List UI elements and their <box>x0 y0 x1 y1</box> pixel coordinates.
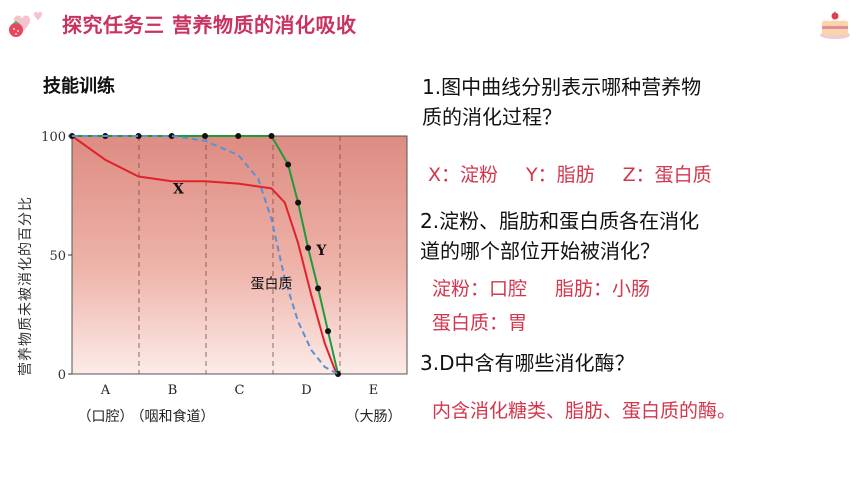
region-letter: C <box>235 383 245 398</box>
answer-2-starch: 淀粉：口腔 <box>432 278 528 300</box>
series-point <box>305 244 312 251</box>
region-letter: A <box>100 383 111 398</box>
strawberry-heart-icon <box>9 11 42 37</box>
page-title: 探究任务三 营养物质的消化吸收 <box>62 13 357 37</box>
region-letter: B <box>168 383 178 398</box>
answer-1-x: X：淀粉 <box>428 164 499 186</box>
question-1-line-2: 质的消化过程？ <box>422 105 562 129</box>
series-point <box>325 328 332 335</box>
region-name: （大肠） <box>346 409 402 425</box>
series-point <box>135 133 142 139</box>
section-label: 技能训练 <box>43 76 115 97</box>
y-tick-label: 0 <box>58 368 66 383</box>
y-tick-label: 50 <box>49 249 66 264</box>
series-point <box>295 199 302 206</box>
cake-icon <box>820 11 850 39</box>
answer-2-line-2: 蛋白质：胃 <box>432 312 528 334</box>
answer-3: 内含消化糖类、脂肪、蛋白质的酶。 <box>432 400 737 422</box>
question-2-line-1: 2.淀粉、脂肪和蛋白质各在消化 <box>420 209 700 233</box>
digestion-curve-chart: 0 50 100 A （口腔） B （咽和食道） C D E （大肠） X Y 蛋白质 营养物质未被消… <box>18 130 408 425</box>
region-letter: E <box>369 383 379 398</box>
series-line <box>71 135 339 375</box>
curve-label: Y <box>315 243 327 259</box>
series-point <box>268 133 275 139</box>
answer-1-y: Y：脂肪 <box>526 164 595 186</box>
title-bar: 探究任务三 营养物质的消化吸收 <box>0 0 860 46</box>
chart: 0 50 100 A （口腔） B （咽和食道） C D E （大肠） X Y 蛋白质 营养物质未被消… <box>0 120 420 440</box>
series-line <box>72 135 339 375</box>
series-point <box>168 133 175 139</box>
series-point <box>235 133 242 139</box>
region-name: （口腔） <box>78 409 134 425</box>
question-1: 1.图中曲线分别表示哪种营养物 质的消化过程？ <box>422 72 701 132</box>
series-point <box>285 161 292 168</box>
curve-label: X <box>173 181 184 197</box>
plot-background <box>71 135 408 375</box>
question-1-line-1: 1.图中曲线分别表示哪种营养物 <box>422 75 702 99</box>
answer-1-z: Z：蛋白质 <box>622 164 712 186</box>
question-2-line-2: 道的哪个部位开始被消化？ <box>420 239 660 263</box>
y-tick-label: 100 <box>41 130 66 145</box>
curve-label: 蛋白质 <box>251 277 293 293</box>
region-name: （咽和食道） <box>131 408 215 425</box>
region-letter: D <box>301 383 311 398</box>
question-2: 2.淀粉、脂肪和蛋白质各在消化 道的哪个部位开始被消化？ <box>420 206 699 266</box>
y-axis-label: 营养物质未被消化的百分比 <box>18 196 34 376</box>
answer-2-fat: 脂肪：小肠 <box>555 278 651 300</box>
series-point <box>315 285 322 292</box>
question-3: 3.D中含有哪些消化酶？ <box>420 351 635 375</box>
answer-1: X：淀粉 Y：脂肪 Z：蛋白质 <box>428 160 740 187</box>
series-point <box>202 133 208 139</box>
answer-2-line-1: 淀粉：口腔 脂肪：小肠 <box>432 274 678 301</box>
